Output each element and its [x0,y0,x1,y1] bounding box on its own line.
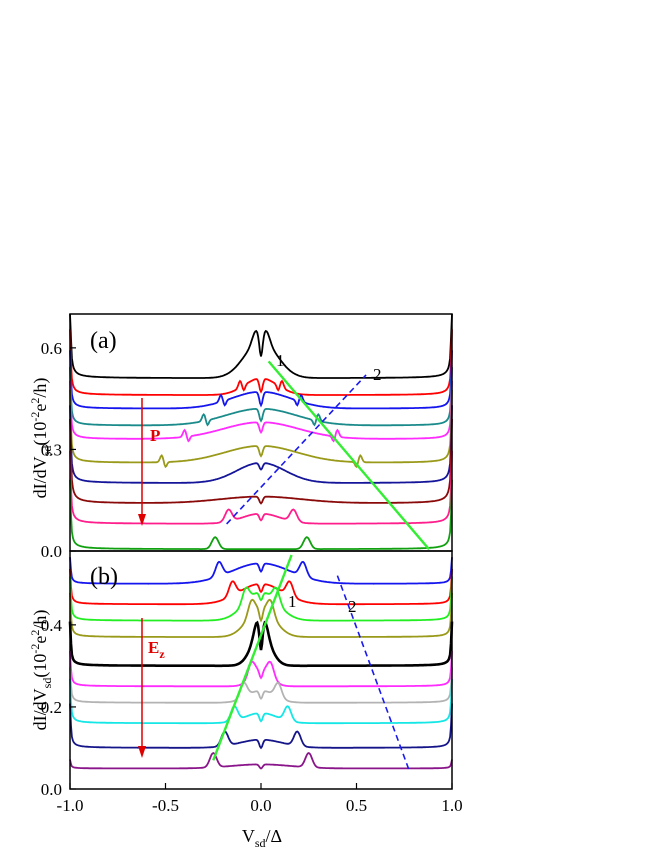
panel-b-series-10 [69,751,453,770]
panel-b-series-3 [69,576,453,622]
y-tick-label: 0.4 [41,616,63,635]
panel-a-guide-lines [226,360,430,551]
panel-b-arrow-head [138,746,146,758]
panel-b-line-label-2: 2 [348,597,357,616]
panel-b-curves [68,557,454,770]
panel-b-series-1 [69,557,453,585]
panel-b-series-4 [69,592,453,638]
panel-b-series-6 [69,650,453,688]
panel-a-y-axis-title: dI/dVsd(10-2e2/h) [28,378,54,499]
panel-b-series-7 [69,667,453,704]
y-tick-label: 0.6 [41,339,62,358]
x-tick-label: 0.0 [250,796,271,815]
panel-a-series-4 [69,367,453,427]
panel-b-guide-lines [212,554,411,773]
x-tick-label: -1.0 [57,796,84,815]
panel-b-plot: 0.0 0.2 0.4 -1.0 -0.5 0.0 0.5 1.0 (b) 1 2 Ez [41,550,463,815]
panel-a-label: (a) [90,328,117,354]
panel-a-series-9 [69,450,453,525]
panel-b-y-ticks: 0.0 0.2 0.4 [41,616,76,799]
panel-a-arrow-label: P [150,426,160,445]
panel-b-line-label-1: 1 [288,592,297,611]
x-axis-title: Vsd/Δ [242,826,282,850]
panel-b-x-ticks: -1.0 -0.5 0.0 0.5 1.0 [57,783,463,815]
y-tick-label: 0.3 [41,440,62,459]
panel-a-series-6 [69,389,453,469]
x-tick-label: 1.0 [441,796,462,815]
panel-a-guide-line-2 [226,374,367,525]
panel-a-curves [69,313,453,550]
panel-a-series-5 [69,380,453,443]
panel-b-label: (b) [90,564,118,590]
panel-b-arrow-label: Ez [148,638,165,661]
panel-b-frame [69,550,453,790]
panel-a-y-ticks: 0.0 0.3 0.6 [41,339,76,561]
panel-b-y-axis-title: dI/dVsd(10-2e2/h) [28,610,54,731]
panel-b-guide-line-1 [212,554,293,761]
y-tick-label: 0.0 [41,542,62,561]
panel-b-series-2 [69,568,453,606]
panel-a-plot: 0.0 0.3 0.6 (a) 1 2 P [41,313,453,561]
x-tick-label: 0.5 [346,796,367,815]
x-tick-label: -0.5 [152,796,179,815]
panel-a-line-label-1: 1 [276,351,285,370]
y-tick-label: 0.2 [41,698,62,717]
panel-a-guide-line-1 [267,360,430,551]
panel-a-series-10 [69,479,453,550]
y-tick-label: 0.0 [41,780,62,799]
panel-b-series-9 [69,703,453,750]
panel-a-series-2 [69,329,453,396]
panel-a-arrow-head [138,514,146,526]
panel-a-series-7 [69,405,453,484]
panel-a-series-3 [69,350,453,410]
panel-b-series-8 [69,678,453,725]
panel-b-series-5 [68,620,454,668]
panel-a-series-1 [69,313,453,379]
panel-b-guide-line-2 [336,575,411,773]
panel-a-line-label-2: 2 [373,365,382,384]
